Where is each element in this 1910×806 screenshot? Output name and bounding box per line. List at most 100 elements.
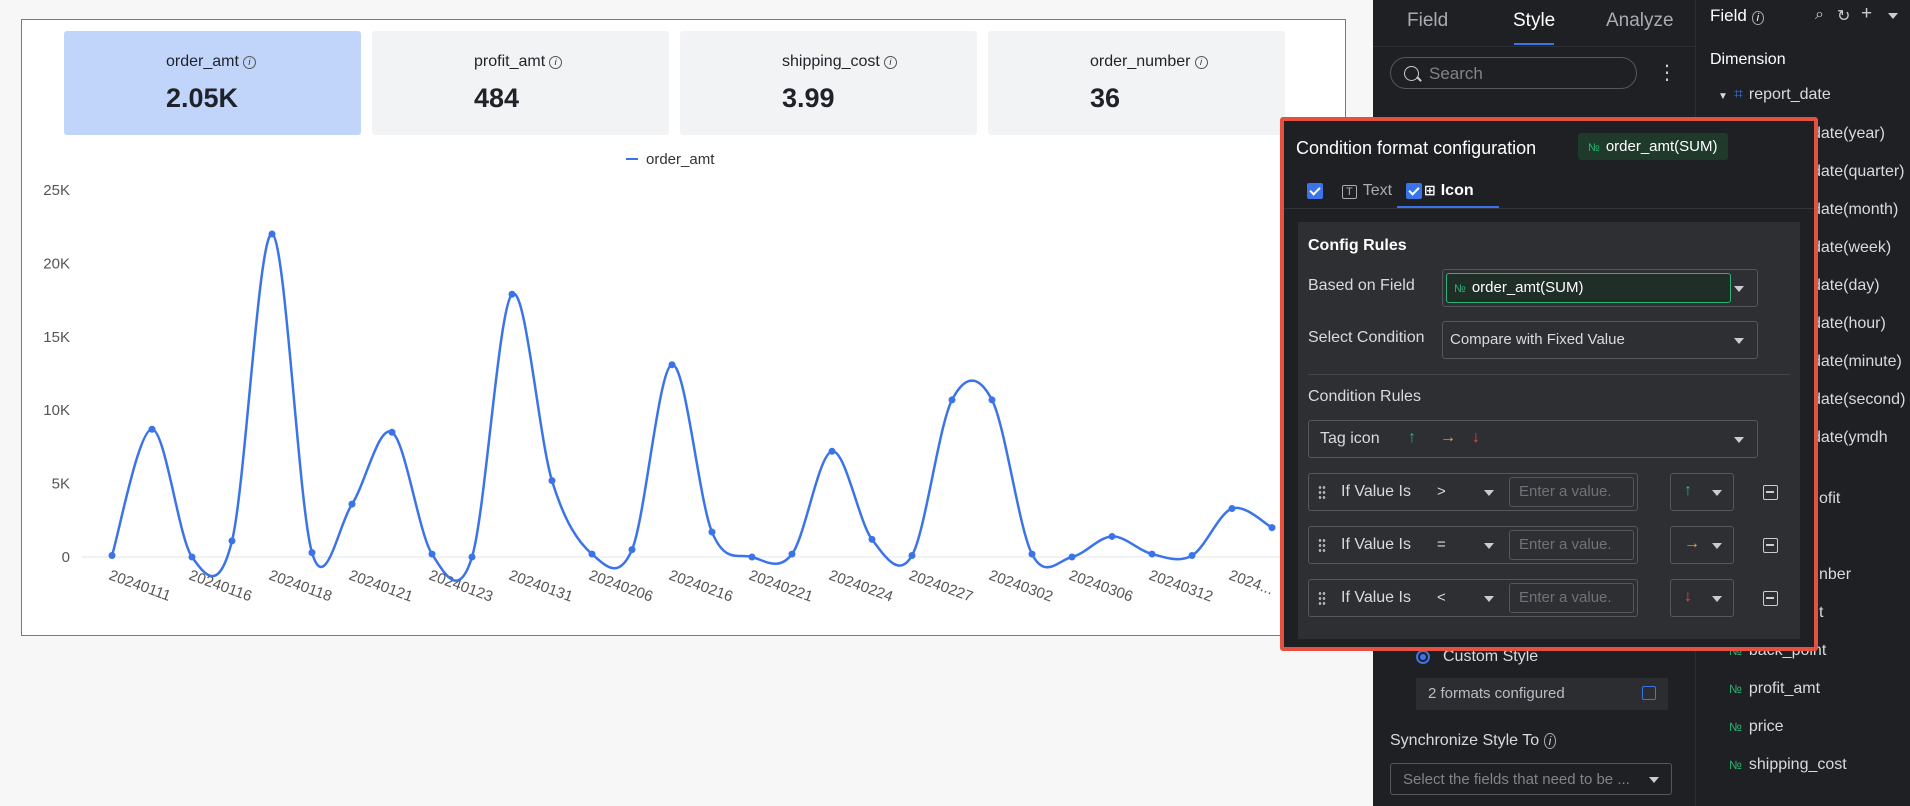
data-point[interactable]: [748, 553, 756, 561]
kpi-card-order-number[interactable]: order_number i 36: [988, 31, 1285, 135]
more-options-icon[interactable]: ⋮: [1657, 62, 1677, 84]
tag-icon-select[interactable]: Tag icon ↑ → ↓: [1308, 420, 1758, 458]
info-icon[interactable]: i: [1194, 56, 1208, 69]
drag-handle-icon[interactable]: [1318, 485, 1326, 499]
kpi-card-profit-amt[interactable]: profit_amt i 484: [372, 31, 669, 135]
series-line-order-amt[interactable]: [110, 232, 1273, 582]
tab-text[interactable]: T Text: [1342, 182, 1392, 200]
formats-configured-box[interactable]: 2 formats configured: [1416, 678, 1668, 710]
data-point[interactable]: [388, 428, 396, 436]
search-input[interactable]: Search: [1390, 57, 1637, 89]
refresh-icon[interactable]: ↻: [1837, 8, 1851, 25]
data-point[interactable]: [1148, 550, 1156, 558]
field-partial-2[interactable]: nber: [1819, 566, 1852, 583]
data-point[interactable]: [468, 553, 476, 561]
tab-icon[interactable]: ⊞ Icon: [1424, 182, 1474, 199]
info-icon[interactable]: i: [1543, 733, 1557, 749]
data-point[interactable]: [308, 549, 316, 557]
tab-style[interactable]: Style: [1513, 10, 1556, 31]
field-date-week[interactable]: date(week): [1812, 239, 1892, 256]
data-point[interactable]: [908, 552, 916, 560]
data-point[interactable]: [268, 230, 276, 238]
x-tick-label: 20240118: [267, 567, 334, 605]
data-point[interactable]: [1028, 550, 1036, 558]
icon-checkbox[interactable]: [1406, 183, 1422, 199]
condition-rules-label: Condition Rules: [1308, 388, 1421, 405]
dimension-report-date[interactable]: ▼ ⌗ report_date: [1718, 86, 1831, 103]
value-input[interactable]: [1509, 530, 1634, 560]
icon-picker[interactable]: ↑: [1670, 473, 1734, 511]
operator-select[interactable]: =: [1437, 536, 1446, 553]
data-point[interactable]: [188, 553, 196, 561]
data-point[interactable]: [148, 425, 156, 433]
custom-style-radio[interactable]: [1416, 650, 1430, 664]
tab-field[interactable]: Field: [1407, 10, 1449, 31]
data-point[interactable]: [828, 447, 836, 455]
data-point[interactable]: [428, 550, 436, 558]
field-date-hour[interactable]: date(hour): [1812, 315, 1886, 332]
chart-legend[interactable]: order_amt: [626, 151, 714, 168]
operator-select[interactable]: >: [1437, 483, 1446, 500]
add-icon[interactable]: +: [1861, 3, 1873, 24]
x-tick-label: 20240224: [827, 567, 896, 606]
data-point[interactable]: [1108, 532, 1116, 540]
measure-profit-amt[interactable]: № profit_amt: [1729, 680, 1821, 697]
kpi-card-order-amt[interactable]: order_amt i 2.05K: [64, 31, 361, 135]
data-point[interactable]: [868, 535, 876, 543]
data-point[interactable]: [948, 396, 956, 404]
data-point[interactable]: [588, 550, 596, 558]
data-point[interactable]: [1188, 552, 1196, 560]
data-point[interactable]: [108, 552, 116, 560]
info-icon[interactable]: i: [1751, 11, 1765, 25]
drag-handle-icon[interactable]: [1318, 538, 1326, 552]
icon-picker[interactable]: ↓: [1670, 579, 1734, 617]
remove-rule-button[interactable]: [1763, 591, 1778, 606]
edit-icon[interactable]: [1642, 686, 1656, 700]
based-on-field-select[interactable]: № order_amt(SUM): [1442, 269, 1758, 307]
data-point[interactable]: [548, 477, 556, 485]
chevron-down-icon[interactable]: [1888, 13, 1898, 19]
sync-style-select[interactable]: Select the fields that need to be ...: [1390, 763, 1672, 795]
field-date-ymdh[interactable]: date(ymdh: [1812, 429, 1888, 446]
info-icon[interactable]: i: [883, 56, 897, 69]
data-point[interactable]: [668, 361, 676, 369]
text-checkbox[interactable]: [1307, 183, 1323, 199]
field-date-month[interactable]: date(month): [1812, 201, 1899, 218]
measure-shipping-cost[interactable]: № shipping_cost: [1729, 756, 1847, 773]
remove-rule-button[interactable]: [1763, 538, 1778, 553]
measure-price[interactable]: № price: [1729, 718, 1784, 735]
operator-select[interactable]: <: [1437, 589, 1446, 606]
select-condition-select[interactable]: Compare with Fixed Value: [1442, 321, 1758, 359]
field-date-minute[interactable]: date(minute): [1812, 353, 1902, 370]
info-icon[interactable]: i: [549, 56, 563, 69]
field-date-year[interactable]: date(year): [1812, 125, 1885, 142]
search-icon[interactable]: ⌕: [1815, 6, 1824, 23]
data-point[interactable]: [228, 537, 236, 545]
remove-rule-button[interactable]: [1763, 485, 1778, 500]
field-partial-3[interactable]: t: [1819, 604, 1824, 621]
field-date-day[interactable]: date(day): [1812, 277, 1880, 294]
data-point[interactable]: [508, 290, 516, 298]
field-partial-1[interactable]: ofit: [1819, 490, 1841, 507]
chart-widget[interactable]: order_amt i 2.05K profit_amt i 484 shippin…: [21, 19, 1346, 636]
field-date-second[interactable]: date(second): [1812, 391, 1906, 408]
data-point[interactable]: [708, 528, 716, 536]
icon-picker[interactable]: →: [1670, 526, 1734, 564]
data-point[interactable]: [628, 546, 636, 554]
data-point[interactable]: [988, 396, 996, 404]
data-point[interactable]: [1268, 524, 1276, 532]
y-tick-label: 5K: [52, 476, 70, 493]
kpi-card-shipping-cost[interactable]: shipping_cost i 3.99: [680, 31, 977, 135]
data-point[interactable]: [788, 550, 796, 558]
chevron-down-icon: [1734, 437, 1744, 443]
data-point[interactable]: [1228, 505, 1236, 513]
drag-handle-icon[interactable]: [1318, 591, 1326, 605]
info-icon[interactable]: i: [242, 56, 256, 69]
field-date-quarter[interactable]: date(quarter): [1812, 163, 1905, 180]
data-point[interactable]: [348, 500, 356, 508]
value-input[interactable]: [1509, 583, 1634, 613]
tab-analyze[interactable]: Analyze: [1606, 10, 1674, 31]
value-input[interactable]: [1509, 477, 1634, 507]
data-point[interactable]: [1068, 553, 1076, 561]
